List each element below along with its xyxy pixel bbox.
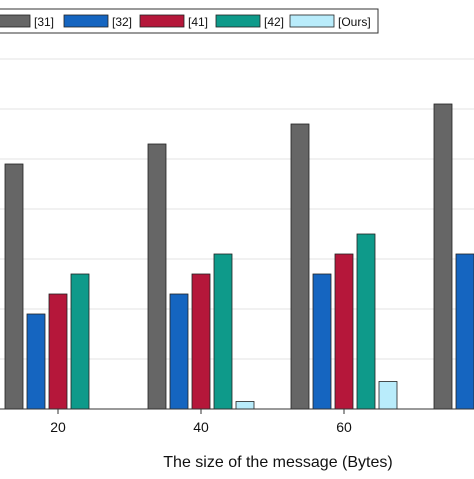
bar bbox=[312, 273, 332, 410]
x-axis bbox=[0, 408, 474, 414]
x-tick-labels: 20 40 60 bbox=[50, 419, 352, 435]
legend: [31] [32] [41] [42] [Ours] bbox=[0, 8, 379, 34]
bars bbox=[4, 103, 474, 410]
bar bbox=[26, 313, 46, 410]
legend-label: [Ours] bbox=[338, 15, 371, 29]
bar bbox=[147, 143, 167, 410]
bar bbox=[70, 273, 90, 410]
bar bbox=[191, 273, 211, 410]
legend-label: [31] bbox=[34, 15, 54, 29]
bar bbox=[4, 163, 24, 410]
bar bbox=[334, 253, 354, 410]
legend-label: [42] bbox=[264, 15, 284, 29]
legend-swatch bbox=[139, 14, 185, 28]
legend-label: [32] bbox=[112, 15, 132, 29]
bar bbox=[169, 293, 189, 410]
bar bbox=[48, 293, 68, 410]
legend-label: [41] bbox=[188, 15, 208, 29]
x-tick-label: 40 bbox=[193, 419, 209, 435]
legend-swatch bbox=[63, 14, 109, 28]
bar bbox=[213, 253, 233, 410]
x-axis-title: The size of the message (Bytes) bbox=[163, 454, 392, 471]
bar bbox=[378, 381, 398, 410]
legend-swatch bbox=[289, 14, 335, 28]
bar bbox=[235, 401, 255, 410]
bar bbox=[290, 123, 310, 410]
bar bbox=[433, 103, 453, 410]
legend-swatch bbox=[215, 14, 261, 28]
x-tick-label: 20 bbox=[50, 419, 66, 435]
x-tick-label: 60 bbox=[336, 419, 352, 435]
legend-items: [31] [32] [41] [42] [Ours] bbox=[0, 14, 371, 29]
bar bbox=[455, 253, 474, 410]
legend-swatch bbox=[0, 14, 31, 28]
bar bbox=[356, 233, 376, 410]
